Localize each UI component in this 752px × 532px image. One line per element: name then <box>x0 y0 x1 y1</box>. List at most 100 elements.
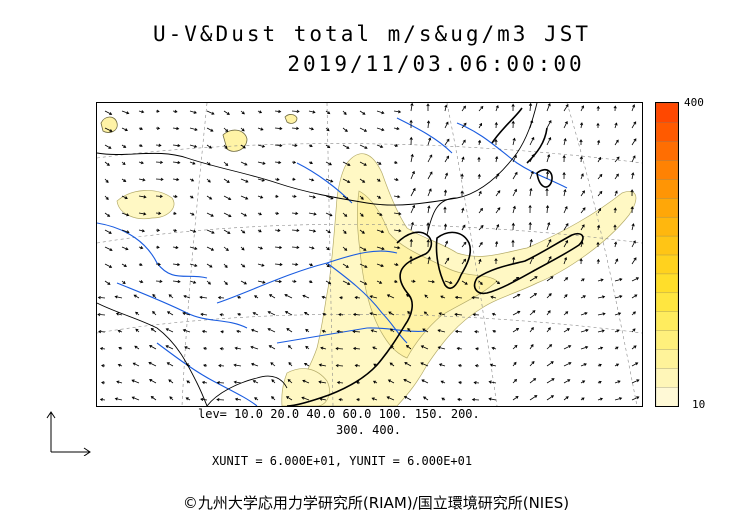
wind-arrow <box>471 295 480 300</box>
wind-arrow <box>410 187 416 197</box>
wind-arrow <box>393 177 399 182</box>
wind-arrow <box>223 178 230 183</box>
wind-arrow <box>472 313 480 317</box>
wind-arrow <box>291 211 299 215</box>
wind-arrow <box>342 212 348 217</box>
wind-arrow <box>206 229 215 234</box>
wind-arrow <box>389 328 395 333</box>
wind-arrow <box>150 328 157 333</box>
wind-arrow <box>206 246 215 251</box>
wind-arrow <box>369 312 378 316</box>
wind-arrow <box>267 311 276 316</box>
wind-arrow <box>152 293 157 299</box>
wind-arrow <box>233 380 242 384</box>
wind-arrow <box>489 363 497 367</box>
wind-arrow <box>155 279 163 283</box>
wind-arrow <box>529 255 534 265</box>
wind-arrow <box>236 296 242 300</box>
colorbar-swatch <box>655 254 679 275</box>
wind-arrow <box>580 295 586 299</box>
wind-arrow <box>529 187 533 197</box>
wind-arrow <box>546 120 552 129</box>
wind-arrow <box>495 155 499 163</box>
wind-arrow <box>355 381 361 385</box>
wind-arrow <box>529 276 538 282</box>
wind-arrow <box>563 362 572 367</box>
dust-wind-map <box>96 102 643 407</box>
wind-arrow <box>240 280 247 285</box>
wind-arrow <box>528 221 532 231</box>
wind-arrow <box>631 155 636 163</box>
wind-arrow <box>529 170 534 180</box>
wind-arrow <box>138 280 144 284</box>
wind-arrow <box>200 397 208 402</box>
wind-arrow <box>563 188 567 197</box>
wind-arrow <box>495 223 500 231</box>
wind-arrow <box>512 256 516 265</box>
wind-arrow <box>420 345 429 350</box>
wind-arrow <box>138 212 147 216</box>
wind-arrow <box>287 379 293 384</box>
wind-arrow <box>285 396 293 401</box>
wind-arrow <box>189 280 197 284</box>
wind-arrow <box>528 204 532 214</box>
wind-arrow <box>427 154 433 163</box>
wind-arrow <box>529 361 535 367</box>
colorbar-swatch <box>655 386 679 407</box>
wind-arrow <box>234 397 242 401</box>
colorbar-swatch <box>655 235 679 256</box>
wind-arrow <box>546 395 555 401</box>
wind-arrow <box>359 144 368 149</box>
wind-arrow <box>286 328 293 333</box>
wind-arrow <box>335 363 344 368</box>
wind-arrow <box>302 379 310 384</box>
wind-arrow <box>121 178 127 182</box>
wind-arrow <box>199 295 208 299</box>
wind-arrow <box>427 137 432 146</box>
wind-vectors <box>97 103 640 402</box>
wind-arrow <box>444 240 449 248</box>
wind-arrow <box>172 143 181 148</box>
wind-arrow <box>189 229 197 233</box>
wind-arrow <box>403 396 412 401</box>
wind-arrow <box>270 362 276 367</box>
wind-arrow <box>461 280 468 285</box>
wind-arrow <box>427 188 432 197</box>
wind-arrow <box>149 379 157 384</box>
colorbar-swatch <box>655 330 679 350</box>
wind-arrow <box>356 398 361 402</box>
wind-arrow <box>325 127 330 132</box>
wind-arrow <box>441 397 446 401</box>
wind-arrow <box>614 156 620 163</box>
wind-arrow <box>393 160 398 164</box>
wind-arrow <box>393 246 401 250</box>
wind-arrow <box>219 313 225 317</box>
wind-arrow <box>477 173 481 180</box>
wind-arrow <box>189 178 195 182</box>
wind-arrow <box>165 345 174 350</box>
wind-arrow <box>117 363 123 367</box>
wind-arrow <box>305 345 310 350</box>
wind-arrow <box>250 362 259 367</box>
wind-arrow <box>386 294 395 299</box>
colorbar-swatch <box>655 197 679 218</box>
wind-arrow <box>274 160 282 165</box>
wind-arrow <box>240 144 246 149</box>
wind-arrow <box>325 229 331 234</box>
wind-arrow <box>371 397 378 401</box>
wind-arrow <box>614 278 623 282</box>
wind-arrow <box>630 206 634 214</box>
map-timestamp: 2019/11/03.06:00:00 <box>287 52 585 76</box>
wind-arrow <box>352 329 361 334</box>
wind-arrow <box>240 212 247 217</box>
wind-arrow <box>461 156 465 163</box>
wind-arrow <box>631 328 636 333</box>
wind-arrow <box>388 311 395 316</box>
wind-arrow <box>410 103 414 112</box>
colorbar-swatch <box>655 140 679 161</box>
wind-arrow <box>494 240 499 248</box>
wind-arrow <box>321 329 327 333</box>
wind-arrow <box>98 329 106 334</box>
wind-arrow <box>478 207 483 214</box>
wind-arrow <box>424 294 429 299</box>
